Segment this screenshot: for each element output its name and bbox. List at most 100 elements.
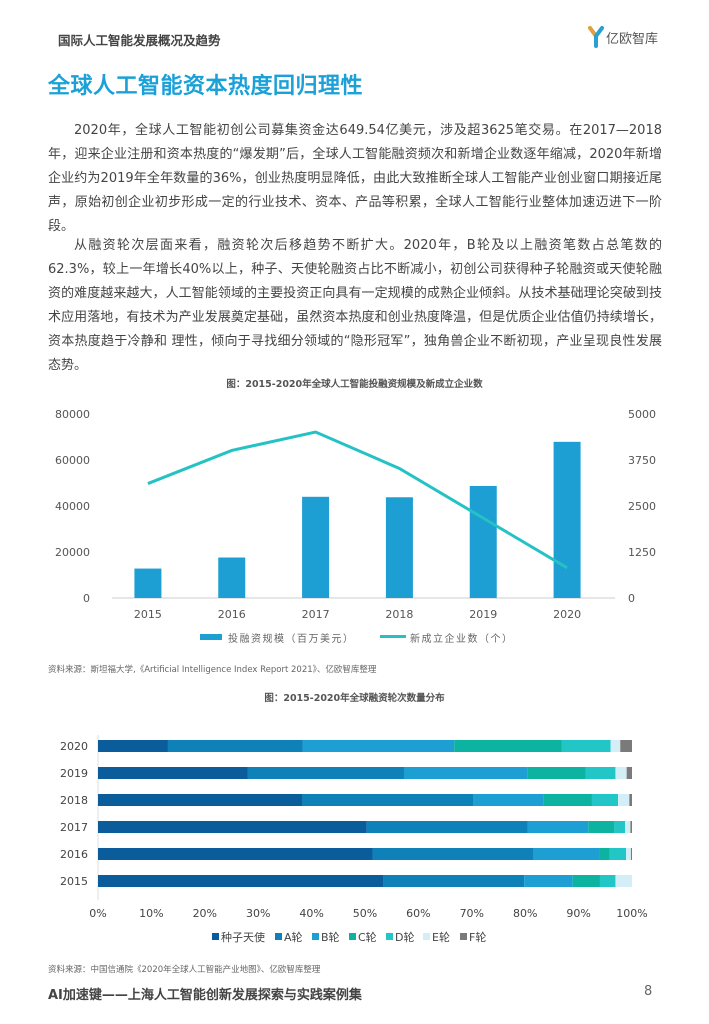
left-tick-label: 40000 <box>55 500 90 513</box>
segment-2020-D轮 <box>561 740 611 752</box>
x-tick-label: 2016 <box>218 608 246 621</box>
right-tick-label: 0 <box>628 592 635 605</box>
bar-2015 <box>134 568 162 598</box>
y-tick-label: 2017 <box>60 821 88 834</box>
segment-2019-A轮 <box>247 767 404 779</box>
segment-2018-种子天使 <box>98 794 302 806</box>
funding-chart: 0 20000 40000 60000 80000 0 1250 2500 3750 5000 20… <box>55 408 656 645</box>
legend-label: 种子天使 <box>221 930 265 944</box>
legend-swatch-种子天使 <box>212 933 219 940</box>
left-tick-label: 60000 <box>55 454 90 467</box>
segment-2020-B轮 <box>302 740 455 752</box>
segment-2018-C轮 <box>543 794 592 806</box>
legend-swatch-A轮 <box>275 933 282 940</box>
x-tick-label: 2019 <box>469 608 497 621</box>
y-tick-label: 2019 <box>60 767 88 780</box>
segment-2019-种子天使 <box>98 767 248 779</box>
page-title: 全球人工智能资本热度回归理性 <box>48 74 364 99</box>
x-tick-label: 100% <box>616 907 647 920</box>
segment-2017-B轮 <box>527 821 589 833</box>
segment-2017-种子天使 <box>98 821 367 833</box>
segment-2017-C轮 <box>588 821 615 833</box>
segment-2017-F轮 <box>630 821 632 833</box>
x-tick-label: 20% <box>193 907 217 920</box>
segment-2020-种子天使 <box>98 740 168 752</box>
segment-2019-D轮 <box>585 767 616 779</box>
y-tick-label: 2015 <box>60 875 88 888</box>
segment-2020-F轮 <box>620 740 632 752</box>
legend-label: B轮 <box>321 930 340 944</box>
x-tick-label: 60% <box>406 907 430 920</box>
right-tick-label: 2500 <box>628 500 656 513</box>
segment-2015-B轮 <box>524 875 573 887</box>
segment-2019-E轮 <box>615 767 627 779</box>
logo-text: 亿欧智库 <box>606 31 659 47</box>
right-tick-label: 5000 <box>628 408 656 421</box>
legend-bar-label: 投融资规模（百万美元） <box>228 632 355 645</box>
segment-2016-C轮 <box>599 848 610 860</box>
y-tick-label: 2018 <box>60 794 88 807</box>
bar-2019 <box>469 485 497 598</box>
bar-2020 <box>553 441 581 598</box>
footer-title: AI加速键——上海人工智能创新发展探索与实践案例集 <box>48 988 362 1003</box>
x-tick-label: 2018 <box>385 608 413 621</box>
legend-swatch-B轮 <box>312 933 319 940</box>
chart1-title: 图：2015-2020年全球人工智能投融资规模及新成立企业数 <box>226 379 483 390</box>
x-tick-label: 80% <box>513 907 537 920</box>
legend-swatch-C轮 <box>349 933 356 940</box>
legend-line-label: 新成立企业数（个） <box>410 632 514 645</box>
legend-label: C轮 <box>358 930 377 944</box>
line-series <box>147 430 568 570</box>
segment-2015-C轮 <box>572 875 600 887</box>
left-tick-label: 20000 <box>55 546 90 559</box>
running-header: 国际人工智能发展概况及趋势 <box>58 33 221 48</box>
segment-2020-A轮 <box>167 740 303 752</box>
bar-2016 <box>218 557 246 598</box>
x-tick-label: 0% <box>89 907 106 920</box>
right-tick-label: 1250 <box>628 546 656 559</box>
segment-2017-A轮 <box>366 821 528 833</box>
segment-2016-F轮 <box>630 848 632 860</box>
segment-2020-C轮 <box>454 740 562 752</box>
x-tick-label: 2017 <box>302 608 330 621</box>
logo-icon <box>588 26 604 48</box>
left-tick-label: 0 <box>83 592 90 605</box>
legend-swatch-E轮 <box>423 933 430 940</box>
chart2-title: 图：2015-2020年全球融资轮次数量分布 <box>264 693 445 704</box>
segment-2018-B轮 <box>473 794 544 806</box>
segment-2017-E轮 <box>625 821 631 833</box>
segment-2015-D轮 <box>599 875 616 887</box>
legend-label: D轮 <box>395 930 414 944</box>
legend-line-swatch <box>380 635 406 638</box>
segment-2016-B轮 <box>533 848 600 860</box>
segment-2018-D轮 <box>591 794 619 806</box>
segment-2015-种子天使 <box>98 875 384 887</box>
x-tick-label: 2015 <box>134 608 162 621</box>
x-tick-label: 40% <box>299 907 323 920</box>
segment-2020-E轮 <box>610 740 621 752</box>
left-tick-label: 80000 <box>55 408 90 421</box>
legend-label: F轮 <box>469 930 486 944</box>
segment-2016-D轮 <box>609 848 627 860</box>
bar-2017 <box>302 496 330 598</box>
legend-swatch-F轮 <box>460 933 467 940</box>
legend-label: E轮 <box>432 930 450 944</box>
segment-2015-A轮 <box>383 875 525 887</box>
rounds-chart: 2020 2019 2018 2017 2016 2015 0% 10% 20% 30% 40% 50… <box>60 735 648 944</box>
y-tick-label: 2020 <box>60 740 88 753</box>
x-tick-label: 70% <box>460 907 484 920</box>
segment-2016-种子天使 <box>98 848 373 860</box>
segment-2019-B轮 <box>403 767 528 779</box>
segment-2016-E轮 <box>626 848 631 860</box>
chart1-source: 资料来源：斯坦福大学,《Artificial Intelligence Inde… <box>48 665 377 675</box>
paragraph-2: 从融资轮次层面来看，融资轮次后移趋势不断扩大。2020年，B轮及以上融资笔数占总… <box>48 238 662 373</box>
chart2-source: 资料来源：中国信通院《2020年全球人工智能产业地图》、亿欧智库整理 <box>48 965 321 975</box>
segment-2018-E轮 <box>618 794 630 806</box>
logo: 亿欧智库 <box>588 26 658 48</box>
legend-label: A轮 <box>284 930 303 944</box>
page-number: 8 <box>644 984 653 999</box>
segment-2019-F轮 <box>626 767 632 779</box>
x-tick-label: 2020 <box>553 608 581 621</box>
x-tick-label: 90% <box>566 907 590 920</box>
segment-2018-F轮 <box>629 794 632 806</box>
